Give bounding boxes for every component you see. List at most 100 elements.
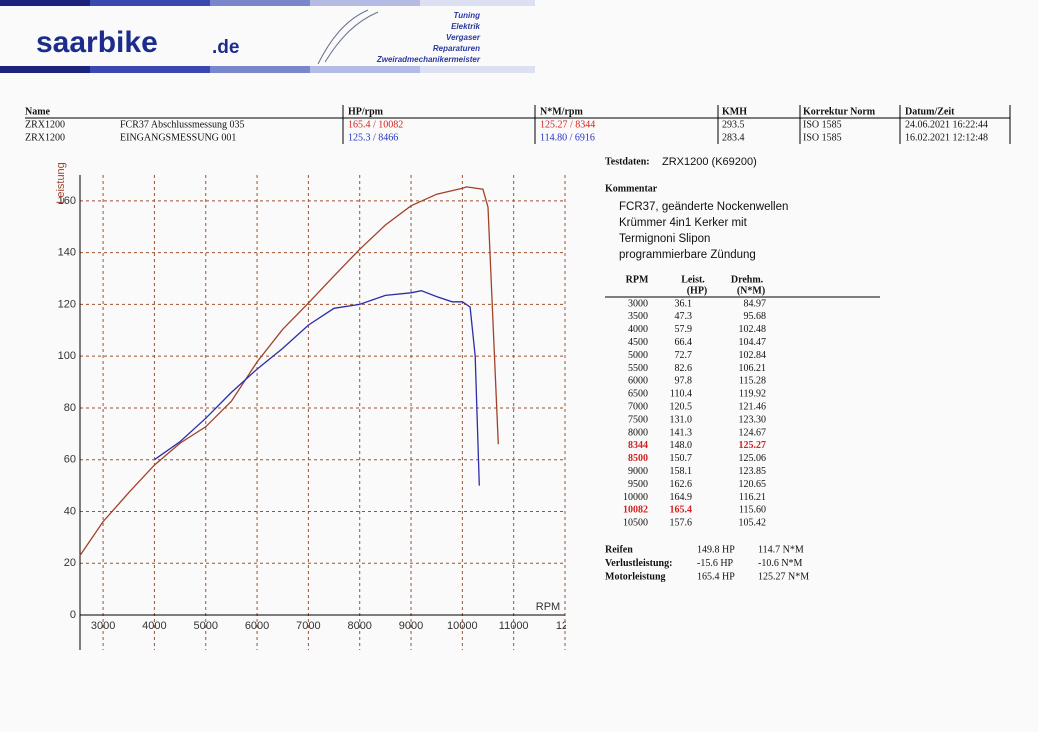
x-tick-label: 120 bbox=[556, 620, 574, 632]
cell: 105.42 bbox=[739, 518, 767, 529]
x-tick-label: 8000 bbox=[347, 620, 371, 632]
summary-nm: 114.7 N*M bbox=[758, 544, 804, 555]
cell: 120.65 bbox=[739, 479, 767, 490]
cell: 84.97 bbox=[744, 298, 767, 309]
cell: 102.48 bbox=[739, 324, 767, 335]
cell: 10000 bbox=[623, 492, 648, 503]
swoosh bbox=[317, 9, 379, 65]
y-axis-label: Leistung bbox=[55, 162, 67, 204]
cell: 95.68 bbox=[744, 311, 767, 322]
column-header: Korrektur Norm bbox=[803, 106, 876, 117]
cell: 16.02.2021 12:12:48 bbox=[905, 132, 988, 143]
cell: 293.5 bbox=[722, 119, 745, 130]
column-header: RPM bbox=[626, 274, 649, 285]
cell: 106.21 bbox=[739, 363, 767, 374]
cell: 125.27 bbox=[739, 440, 767, 451]
cell: 10082 bbox=[623, 505, 648, 516]
cell: 115.28 bbox=[739, 376, 766, 387]
y-tick-label: 40 bbox=[64, 505, 76, 517]
tagline-line: Elektrik bbox=[451, 22, 480, 31]
cell: 165.4 / 10082 bbox=[348, 119, 403, 130]
stripe bbox=[420, 0, 535, 6]
cell: 4000 bbox=[628, 324, 648, 335]
cell: 8344 bbox=[628, 440, 648, 451]
cell: 97.8 bbox=[675, 376, 693, 387]
cell: 116.21 bbox=[739, 492, 766, 503]
cell: 6000 bbox=[628, 376, 648, 387]
summary-label: Verlustleistung: bbox=[605, 558, 672, 569]
column-header: Name bbox=[25, 106, 51, 117]
summary-hp: 149.8 HP bbox=[697, 544, 735, 555]
x-tick-label: 5000 bbox=[193, 620, 217, 632]
column-header: (N*M) bbox=[737, 285, 765, 296]
y-tick-label: 0 bbox=[70, 609, 76, 621]
cell: 141.3 bbox=[670, 427, 693, 438]
stripe bbox=[0, 66, 90, 73]
y-tick-label: 60 bbox=[64, 454, 76, 466]
cell: 115.60 bbox=[739, 505, 766, 516]
y-tick-label: 160 bbox=[58, 195, 76, 207]
stripe bbox=[90, 0, 210, 6]
label: Testdaten: bbox=[605, 156, 650, 167]
column-header: Datum/Zeit bbox=[905, 106, 955, 117]
power-curve bbox=[154, 290, 480, 486]
cell: 7500 bbox=[628, 414, 648, 425]
cell: 150.7 bbox=[670, 453, 693, 464]
cell: 8000 bbox=[628, 427, 648, 438]
tagline-line: Reparaturen bbox=[433, 44, 480, 53]
x-tick-label: 4000 bbox=[142, 620, 166, 632]
cell: 9500 bbox=[628, 479, 648, 490]
x-tick-label: 9000 bbox=[399, 620, 423, 632]
cell: 131.0 bbox=[670, 414, 693, 425]
cell: 125.3 / 8466 bbox=[348, 132, 398, 143]
cell: 24.06.2021 16:22:44 bbox=[905, 119, 988, 130]
y-tick-label: 120 bbox=[58, 298, 76, 310]
cell: 123.30 bbox=[739, 414, 767, 425]
cell: 114.80 / 6916 bbox=[540, 132, 595, 143]
column-header: HP/rpm bbox=[348, 106, 384, 117]
stripe bbox=[310, 66, 420, 73]
cell: FCR37 Abschlussmessung 035 bbox=[120, 119, 244, 130]
x-tick-label: 7000 bbox=[296, 620, 320, 632]
x-tick-label: 10000 bbox=[447, 620, 478, 632]
cell: 3000 bbox=[628, 298, 648, 309]
summary-nm: -10.6 N*M bbox=[758, 558, 803, 569]
stripe bbox=[420, 66, 535, 73]
stripe bbox=[210, 66, 310, 73]
stripe bbox=[0, 0, 90, 6]
x-tick-label: 6000 bbox=[245, 620, 269, 632]
cell: 104.47 bbox=[739, 337, 767, 348]
cell: 9000 bbox=[628, 466, 648, 477]
logo: saarbike bbox=[36, 26, 158, 59]
cell: 158.1 bbox=[670, 466, 693, 477]
cell: 121.46 bbox=[739, 401, 767, 412]
column-header: Drehm. bbox=[731, 274, 764, 285]
cell: 123.85 bbox=[739, 466, 767, 477]
cell: ISO 1585 bbox=[803, 132, 842, 143]
cell: 125.06 bbox=[739, 453, 767, 464]
label: Kommentar bbox=[605, 183, 658, 194]
tagline-line: Tuning bbox=[453, 11, 480, 20]
cell: 157.6 bbox=[670, 518, 693, 529]
cell: 82.6 bbox=[675, 363, 693, 374]
summary-hp: 165.4 HP bbox=[697, 571, 735, 582]
cell: 164.9 bbox=[670, 492, 693, 503]
x-tick-label: 3000 bbox=[91, 620, 115, 632]
cell: 10500 bbox=[623, 518, 648, 529]
cell: 124.67 bbox=[739, 427, 767, 438]
cell: 120.5 bbox=[670, 401, 693, 412]
stripe bbox=[90, 66, 210, 73]
logo-banner: saarbike .de Tuning Elektrik Vergaser Repar… bbox=[0, 0, 535, 73]
stripe bbox=[310, 0, 420, 6]
cell: 162.6 bbox=[670, 479, 693, 490]
cell: ZRX1200 bbox=[25, 132, 65, 143]
cell: ISO 1585 bbox=[803, 119, 842, 130]
cell: 4500 bbox=[628, 337, 648, 348]
cell: EINGANGSMESSUNG 001 bbox=[120, 132, 236, 143]
comment-line: programmierbare Zündung bbox=[619, 249, 756, 261]
cell: 5500 bbox=[628, 363, 648, 374]
x-tick-label: 11000 bbox=[499, 620, 529, 632]
cell: 283.4 bbox=[722, 132, 745, 143]
comment-line: Krümmer 4in1 Kerker mit bbox=[619, 217, 748, 229]
